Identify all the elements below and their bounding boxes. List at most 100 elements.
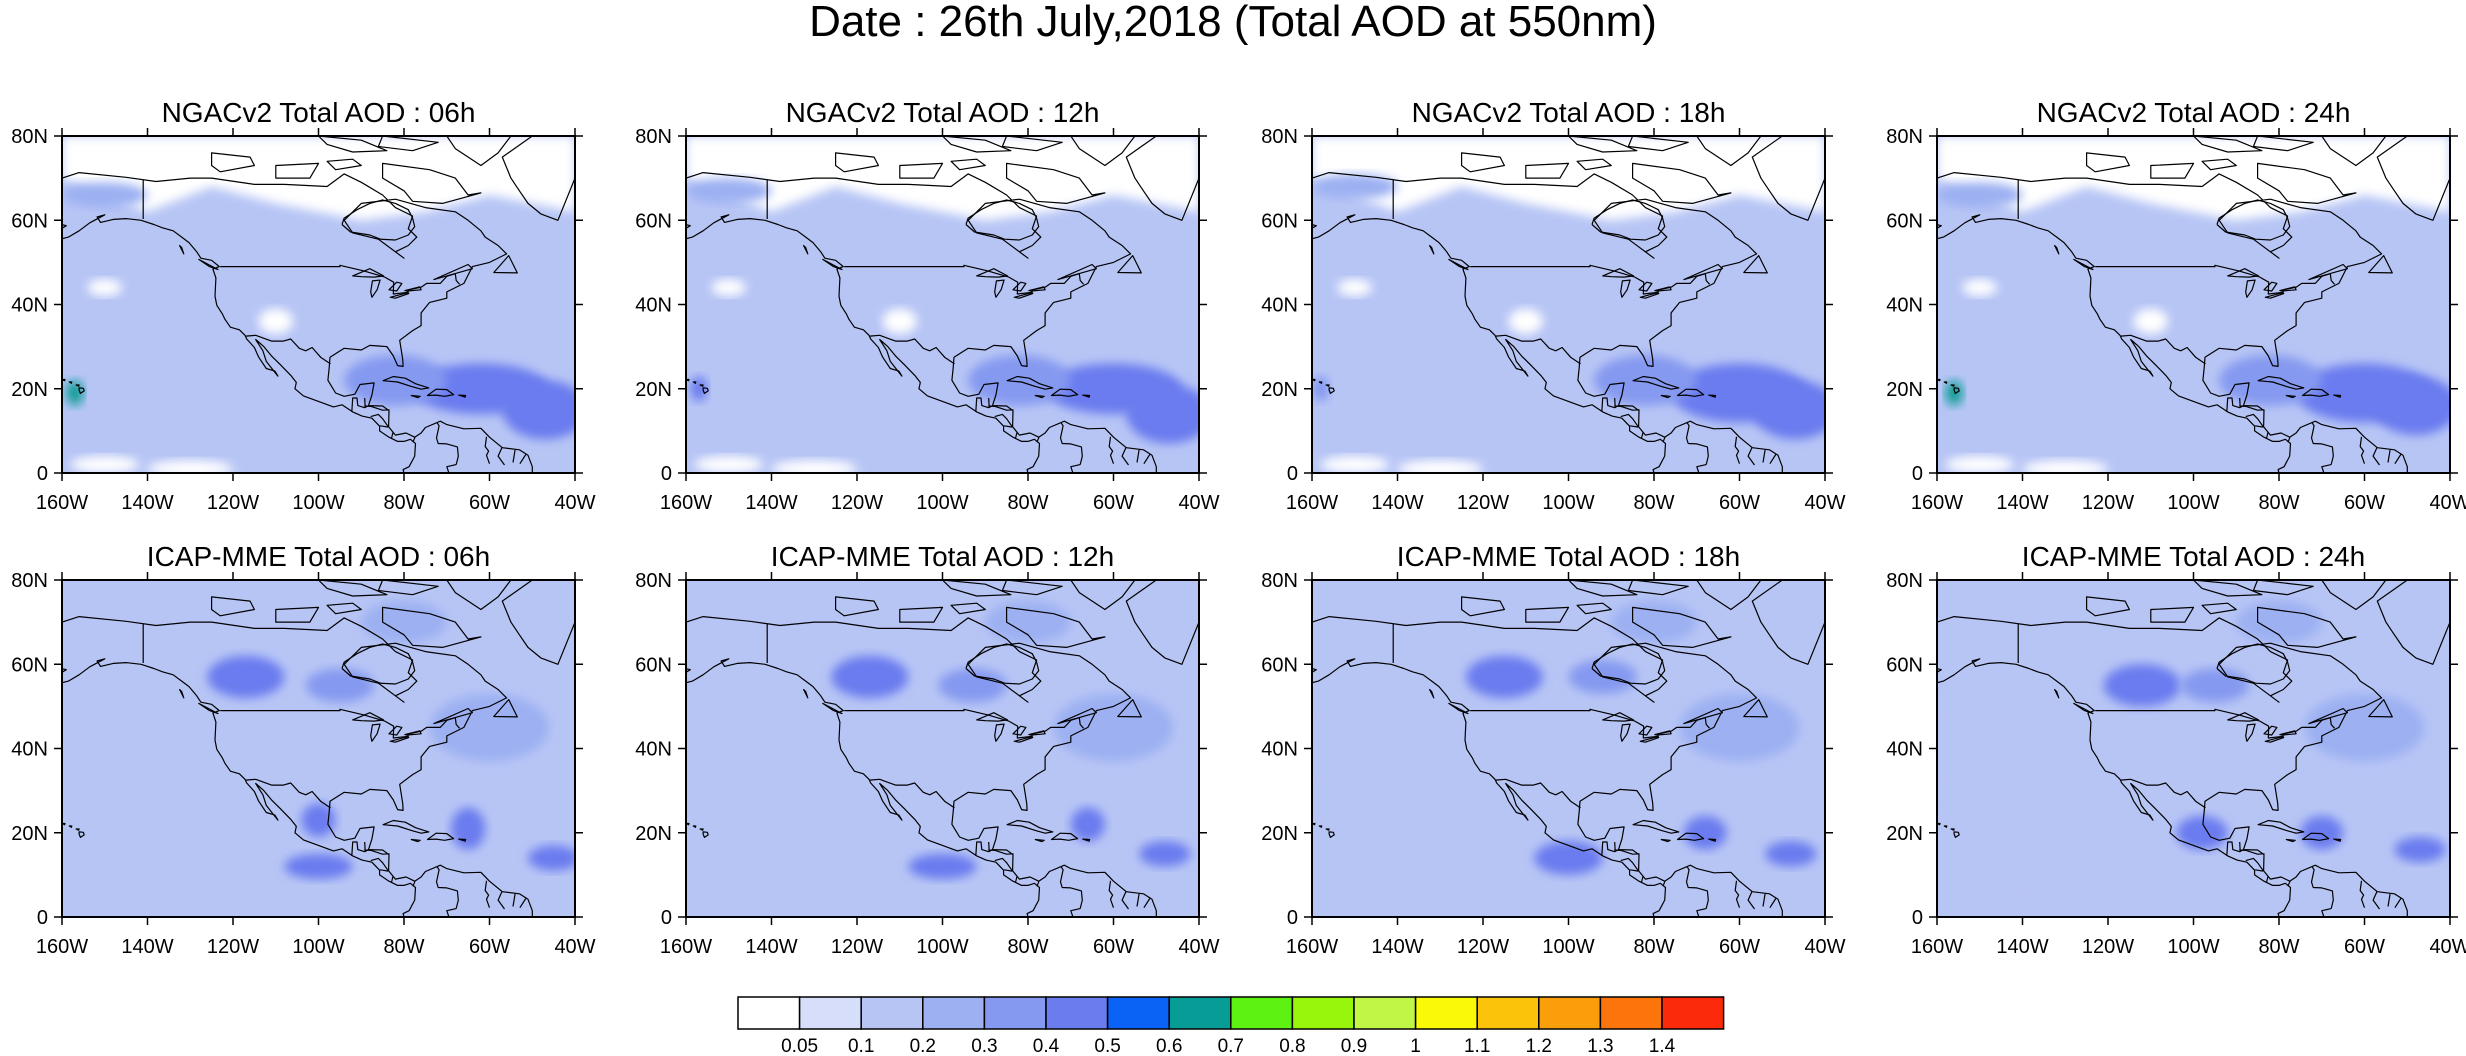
x-tick-label: 120W — [2082, 492, 2134, 514]
y-tick-label: 60N — [1886, 210, 1923, 232]
aod-clean-patch — [1337, 279, 1372, 297]
aod-plume — [1070, 807, 1105, 842]
aod-clean-patch — [711, 279, 746, 297]
y-tick-label: 40N — [11, 295, 48, 317]
colorbar-swatch — [922, 996, 986, 1030]
aod-plume — [2373, 376, 2450, 436]
aod-plume — [2300, 815, 2344, 850]
panel-title: NGACv2 Total AOD : 06h — [162, 97, 476, 128]
aod-clean-patch — [1023, 161, 1076, 195]
aod-plume — [1312, 173, 1398, 200]
y-tick-label: 80N — [635, 570, 672, 592]
political-borders — [142, 179, 527, 473]
aod-clean-patch — [2022, 460, 2108, 473]
aod-plume — [62, 182, 148, 208]
aod-plume — [301, 803, 336, 837]
colorbar-swatch — [1476, 996, 1540, 1030]
y-tick-label: 0 — [37, 907, 48, 929]
aod-patch — [1053, 693, 1174, 762]
colorbar-label: 1.1 — [1464, 1036, 1490, 1056]
y-tick-label: 20N — [635, 823, 672, 845]
y-tick-label: 40N — [11, 739, 48, 761]
x-tick-label: 160W — [1911, 936, 1963, 958]
x-tick-label: 100W — [2167, 492, 2219, 514]
aod-patch — [2304, 693, 2425, 762]
x-tick-label: 60W — [1719, 936, 1760, 958]
x-tick-label: 40W — [1178, 492, 1219, 514]
colorbar-swatch — [1045, 996, 1109, 1030]
x-tick-label: 80W — [1007, 936, 1048, 958]
panel-title: NGACv2 Total AOD : 12h — [786, 97, 1100, 128]
map-panel-8: 160W 140W 120W 100W 80W 60W 40W 0 20N 40N 60N 80N IC… — [1886, 541, 2466, 958]
aod-patch — [711, 849, 832, 901]
y-tick-label: 40N — [1886, 739, 1923, 761]
x-tick-label: 140W — [1996, 936, 2048, 958]
aod-plume — [502, 380, 575, 440]
figure-title: Date : 26th July,2018 (Total AOD at 550n… — [809, 0, 1657, 46]
map-panel-2: 160W 140W 120W 100W 80W 60W 40W 0 20N 40N 60N 80N NG… — [635, 97, 1219, 514]
y-tick-label: 0 — [1912, 463, 1923, 485]
panel-title: ICAP-MME Total AOD : 18h — [1397, 541, 1740, 572]
aod-clean-patch — [2274, 161, 2327, 195]
colorbar-swatch — [1661, 996, 1725, 1030]
map-panel-5: 160W 140W 120W 100W 80W 60W 40W 0 20N 40N 60N 80N IC… — [11, 541, 595, 958]
x-tick-label: 80W — [1633, 936, 1674, 958]
aod-plume — [968, 355, 1071, 406]
y-tick-label: 20N — [1886, 823, 1923, 845]
aod-patch — [1679, 693, 1800, 762]
x-tick-label: 80W — [383, 492, 424, 514]
panel-title: NGACv2 Total AOD : 24h — [2037, 97, 2351, 128]
x-tick-label: 80W — [2258, 936, 2299, 958]
colorbar-swatch — [1230, 996, 1294, 1030]
coastlines — [62, 136, 575, 473]
aod-clean-patch — [1962, 279, 1997, 297]
y-tick-label: 80N — [1261, 570, 1298, 592]
colorbar-swatch — [1599, 996, 1663, 1030]
political-borders — [1392, 623, 1777, 917]
aod-plume — [284, 853, 353, 880]
colorbar-swatch — [860, 996, 924, 1030]
x-tick-label: 140W — [121, 492, 173, 514]
coastlines — [1937, 580, 2450, 917]
y-tick-label: 0 — [1287, 463, 1298, 485]
aod-plume — [207, 655, 285, 698]
aod-clean-region — [1312, 136, 1825, 221]
aod-plume — [1765, 841, 1817, 867]
aod-patch — [87, 849, 208, 901]
political-borders — [766, 623, 1151, 917]
map-panel-7: 160W 140W 120W 100W 80W 60W 40W 0 20N 40N 60N 80N IC… — [1261, 541, 1845, 958]
y-tick-label: 80N — [1886, 126, 1923, 148]
aod-plume — [2219, 355, 2322, 406]
y-tick-label: 40N — [1886, 295, 1923, 317]
aod-clean-region — [1937, 136, 2450, 221]
aod-clean-patch — [771, 460, 857, 473]
colorbar-label: 1 — [1410, 1036, 1421, 1056]
colorbar-swatch — [1353, 996, 1417, 1030]
y-tick-label: 60N — [11, 210, 48, 232]
aod-clean-patch — [1508, 308, 1543, 334]
aod-clean-patch — [882, 308, 917, 334]
colorbar-swatch — [1538, 996, 1602, 1030]
y-tick-label: 80N — [635, 126, 672, 148]
y-tick-label: 60N — [635, 654, 672, 676]
y-tick-label: 60N — [1261, 654, 1298, 676]
y-tick-label: 40N — [635, 739, 672, 761]
aod-clean-patch — [147, 460, 233, 473]
aod-plume — [527, 845, 575, 871]
y-tick-label: 60N — [11, 654, 48, 676]
x-tick-label: 60W — [1093, 492, 1134, 514]
aod-plume — [938, 668, 1007, 703]
x-tick-label: 100W — [916, 936, 968, 958]
aod-clean-patch — [70, 456, 139, 473]
x-tick-label: 140W — [1371, 936, 1423, 958]
x-tick-label: 80W — [1633, 492, 1674, 514]
colorbar-label: 0.2 — [910, 1036, 936, 1056]
x-tick-label: 60W — [469, 492, 510, 514]
y-tick-label: 20N — [11, 823, 48, 845]
coastlines — [1312, 580, 1825, 917]
x-tick-label: 40W — [2429, 936, 2466, 958]
coastlines — [686, 136, 1199, 473]
x-tick-label: 40W — [554, 936, 595, 958]
colorbar-swatch — [1106, 996, 1170, 1030]
y-tick-label: 60N — [635, 210, 672, 232]
